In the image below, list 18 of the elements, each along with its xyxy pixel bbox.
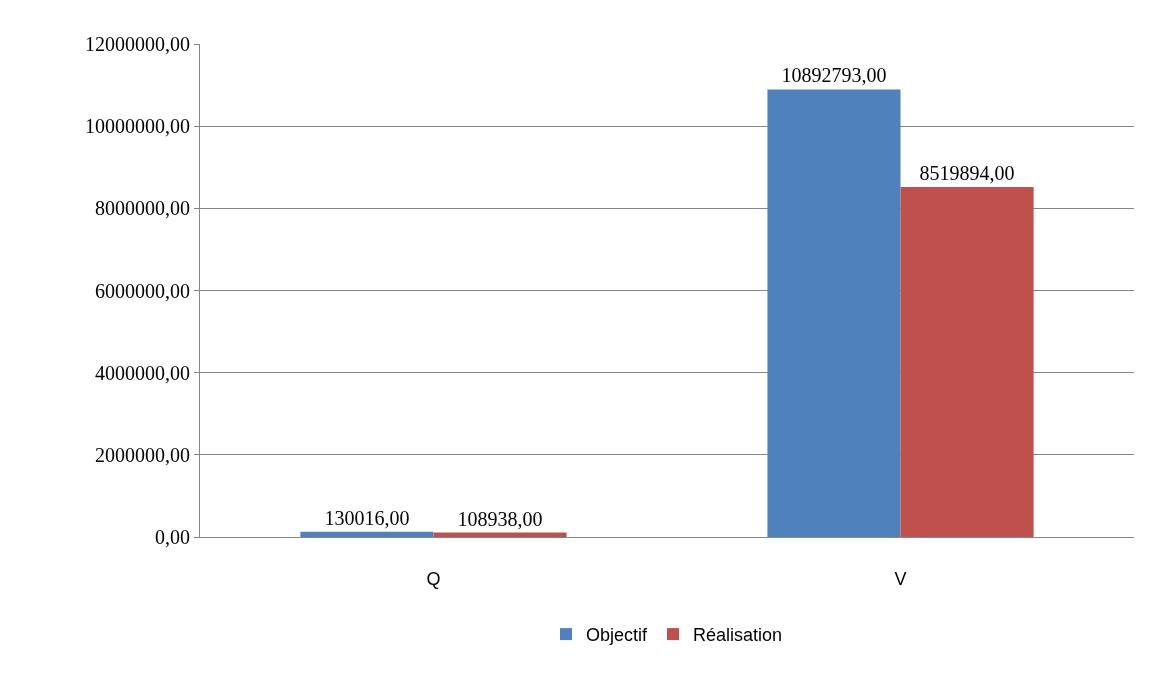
- bar: [900, 186, 1034, 537]
- bar: [767, 89, 901, 537]
- y-tick-label: 2000000,00: [95, 443, 190, 466]
- y-tick-label: 6000000,00: [95, 279, 190, 302]
- data-label: 108938,00: [457, 507, 543, 530]
- y-tick-label: 10000000,00: [85, 115, 190, 138]
- legend-label: Réalisation: [693, 625, 783, 646]
- data-label: 130016,00: [324, 506, 410, 529]
- x-tick-label: Q: [426, 568, 441, 589]
- y-tick-label: 0,00: [155, 526, 190, 548]
- y-tick-label: 12000000,00: [85, 33, 190, 55]
- bar: [300, 531, 434, 537]
- data-label: 10892793,00: [781, 64, 887, 87]
- y-tick-label: 4000000,00: [95, 361, 190, 384]
- legend-label: Objectif: [586, 625, 649, 646]
- data-label: 8519894,00: [919, 161, 1015, 184]
- x-tick-label: V: [894, 568, 907, 589]
- y-tick-label: 8000000,00: [95, 197, 190, 220]
